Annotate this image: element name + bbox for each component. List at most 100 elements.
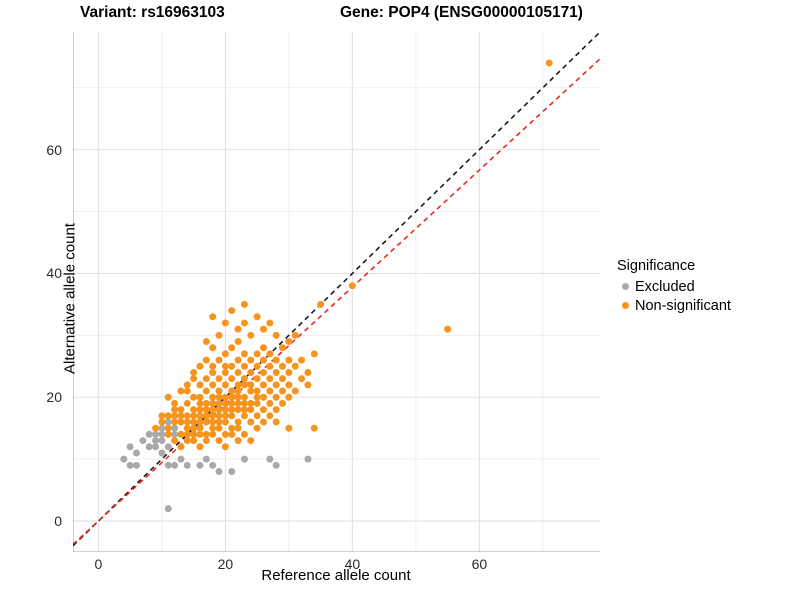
data-point bbox=[152, 443, 160, 451]
data-point bbox=[171, 406, 179, 414]
data-point bbox=[202, 406, 210, 414]
figure-title-row: Variant: rs16963103 Gene: POP4 (ENSG0000… bbox=[0, 4, 620, 28]
data-point bbox=[240, 350, 248, 358]
data-point bbox=[202, 430, 210, 438]
data-point bbox=[215, 412, 223, 420]
data-point bbox=[209, 399, 217, 407]
x-tick-label: 40 bbox=[344, 556, 361, 572]
data-point bbox=[253, 399, 261, 407]
data-point bbox=[183, 461, 191, 469]
data-point bbox=[196, 412, 204, 420]
data-point bbox=[171, 430, 179, 438]
data-point bbox=[158, 418, 166, 426]
data-point bbox=[266, 362, 274, 370]
data-point bbox=[209, 344, 217, 352]
data-point bbox=[285, 381, 293, 389]
data-point bbox=[164, 443, 172, 451]
data-point bbox=[158, 449, 166, 457]
data-point bbox=[228, 362, 236, 370]
plot-panel bbox=[73, 32, 600, 552]
data-point bbox=[183, 418, 191, 426]
x-axis-title: Reference allele count bbox=[261, 567, 411, 584]
data-point bbox=[202, 375, 210, 383]
data-point bbox=[177, 430, 185, 438]
data-point bbox=[215, 387, 223, 395]
data-point bbox=[259, 381, 267, 389]
data-point bbox=[259, 325, 267, 333]
data-point bbox=[215, 356, 223, 364]
data-point bbox=[234, 424, 242, 432]
data-point bbox=[234, 399, 242, 407]
data-point bbox=[279, 399, 287, 407]
data-point bbox=[132, 461, 140, 469]
data-point bbox=[253, 350, 261, 358]
data-point bbox=[240, 375, 248, 383]
data-point bbox=[190, 430, 198, 438]
data-point bbox=[202, 356, 210, 364]
data-point bbox=[215, 406, 223, 414]
data-point bbox=[209, 424, 217, 432]
data-point bbox=[304, 455, 312, 463]
data-point bbox=[228, 393, 236, 401]
data-point bbox=[196, 430, 204, 438]
data-point bbox=[202, 418, 210, 426]
data-point bbox=[177, 412, 185, 420]
data-point bbox=[202, 455, 210, 463]
data-point bbox=[209, 368, 217, 376]
data-point bbox=[209, 406, 217, 414]
data-point bbox=[228, 375, 236, 383]
data-point bbox=[240, 362, 248, 370]
data-point bbox=[234, 406, 242, 414]
data-point bbox=[177, 387, 185, 395]
data-point bbox=[545, 59, 553, 67]
legend-item-label: Non-significant bbox=[635, 297, 731, 314]
data-point bbox=[196, 443, 204, 451]
data-point bbox=[234, 368, 242, 376]
data-point bbox=[196, 424, 204, 432]
data-point bbox=[145, 443, 153, 451]
legend-item-non-significant[interactable]: Non-significant bbox=[617, 296, 797, 315]
data-point bbox=[348, 282, 356, 290]
data-point bbox=[234, 387, 242, 395]
data-point bbox=[266, 399, 274, 407]
data-point bbox=[247, 406, 255, 414]
data-point bbox=[190, 418, 198, 426]
data-point bbox=[259, 406, 267, 414]
data-point bbox=[259, 418, 267, 426]
data-point bbox=[266, 350, 274, 358]
data-point bbox=[266, 319, 274, 327]
legend-item-excluded[interactable]: Excluded bbox=[617, 277, 797, 296]
y-tick-label: 0 bbox=[54, 513, 62, 530]
x-tick-label: 20 bbox=[217, 556, 234, 572]
data-point bbox=[164, 412, 172, 420]
data-point bbox=[152, 430, 160, 438]
data-point bbox=[190, 393, 198, 401]
data-point bbox=[228, 430, 236, 438]
data-point bbox=[190, 368, 198, 376]
data-point bbox=[272, 356, 280, 364]
data-point bbox=[285, 338, 293, 346]
data-point bbox=[259, 356, 267, 364]
data-point bbox=[228, 344, 236, 352]
data-point bbox=[279, 362, 287, 370]
data-point bbox=[221, 381, 229, 389]
data-point bbox=[209, 362, 217, 370]
data-point bbox=[247, 368, 255, 376]
data-point bbox=[139, 437, 147, 445]
data-point bbox=[221, 368, 229, 376]
data-point bbox=[190, 375, 198, 383]
data-point bbox=[228, 387, 236, 395]
data-point bbox=[190, 437, 198, 445]
gene-title: Gene: POP4 (ENSG00000105171) bbox=[340, 4, 583, 21]
data-point bbox=[253, 375, 261, 383]
data-point bbox=[259, 344, 267, 352]
data-point bbox=[183, 437, 191, 445]
data-point bbox=[240, 300, 248, 308]
data-point bbox=[177, 406, 185, 414]
data-point bbox=[253, 313, 261, 321]
data-point bbox=[291, 331, 299, 339]
data-point bbox=[285, 424, 293, 432]
data-point bbox=[171, 399, 179, 407]
data-point bbox=[272, 461, 280, 469]
